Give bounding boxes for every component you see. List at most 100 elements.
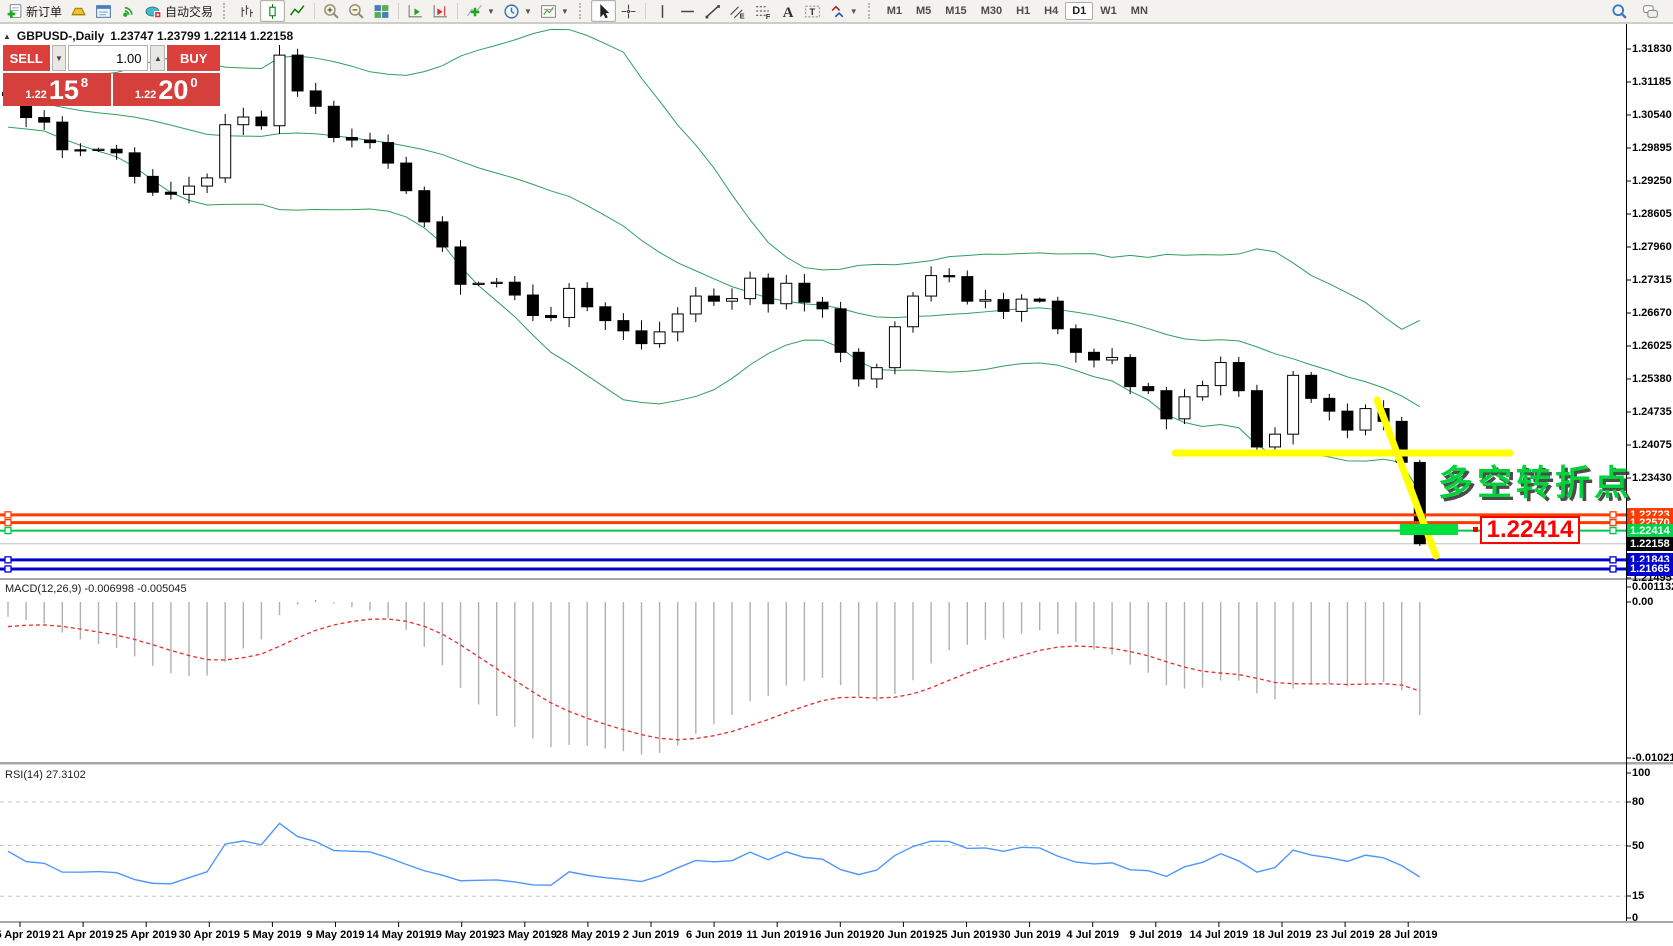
price-axis-label: 1.31830 — [1632, 43, 1672, 55]
hline-icon — [679, 3, 696, 20]
dropdown-caret-icon[interactable]: ▼ — [487, 6, 495, 16]
price-axis-label: 1.26025 — [1632, 340, 1672, 352]
date-axis-label: 16 Jun 2019 — [809, 929, 872, 941]
volume-decrease-button[interactable]: ▼ — [51, 45, 67, 71]
date-axis-label: 18 Jul 2019 — [1252, 929, 1312, 941]
price-axis-label: 1.28605 — [1632, 208, 1672, 220]
price-tag: 1.22158 — [1627, 537, 1673, 551]
cursor-button[interactable] — [590, 0, 616, 22]
buy-price-point: 0 — [190, 75, 198, 90]
vline-icon — [654, 3, 671, 20]
bar-chart-button[interactable] — [235, 0, 260, 22]
search-icon — [1611, 3, 1628, 20]
arrows-icon — [829, 3, 846, 20]
price-axis-label: 1.24075 — [1632, 439, 1672, 451]
zoom-out-button[interactable] — [344, 0, 369, 22]
vertical-line-button[interactable] — [650, 0, 675, 22]
price-axis-label: 1.25380 — [1632, 373, 1672, 385]
sell-price-pips: 15 — [48, 75, 79, 105]
crosshair-button[interactable] — [616, 0, 641, 22]
volume-increase-button[interactable]: ▲ — [150, 45, 166, 71]
timeframe-h1-button[interactable]: H1 — [1016, 5, 1031, 17]
collapse-panel-arrow-icon[interactable]: ▲ — [3, 31, 11, 41]
autotrading-icon — [145, 3, 162, 20]
signal-icon — [120, 3, 137, 20]
zoom-in-icon — [323, 3, 340, 20]
rsi-indicator-label: RSI(14) 27.3102 — [5, 769, 86, 781]
market-watch-button[interactable] — [91, 0, 116, 22]
svg-text:T: T — [809, 7, 815, 18]
price-axis-label: 1.29895 — [1632, 142, 1672, 154]
date-axis-label: 20 Jun 2019 — [872, 929, 935, 941]
price-axis-label: 1.27960 — [1632, 241, 1672, 253]
date-axis-label: 6 Jun 2019 — [685, 929, 743, 941]
caret-down-icon: ▼ — [55, 53, 63, 63]
signals-button[interactable] — [116, 0, 141, 22]
line-chart-button[interactable] — [285, 0, 310, 22]
date-axis-label: 28 Jul 2019 — [1378, 929, 1438, 941]
right-group — [1607, 0, 1671, 22]
volume-input[interactable] — [68, 45, 149, 71]
grip — [867, 3, 876, 19]
new-order-button[interactable]: 新订单 — [2, 0, 66, 22]
price-axis-label: 1.31185 — [1632, 76, 1672, 88]
periods-button[interactable]: ▼ — [499, 0, 536, 22]
sell-button[interactable]: SELL — [3, 45, 50, 71]
trendline-button[interactable] — [700, 0, 725, 22]
date-axis-label: 11 Jun 2019 — [746, 929, 809, 941]
chat-icon — [1642, 3, 1659, 20]
tile-windows-button[interactable] — [369, 0, 394, 22]
timeframe-mn-button[interactable]: MN — [1130, 5, 1148, 17]
arrows-button[interactable]: ▼ — [825, 0, 862, 22]
bar-chart-icon — [239, 3, 256, 20]
timeframe-h4-button[interactable]: H4 — [1044, 5, 1059, 17]
clock-icon — [503, 3, 520, 20]
auto-scroll-button[interactable] — [403, 0, 428, 22]
date-axis-label: 28 May 2019 — [555, 929, 620, 941]
buy-button[interactable]: BUY — [167, 45, 221, 71]
timeframe-w1-button[interactable]: W1 — [1100, 5, 1117, 17]
dropdown-caret-icon[interactable]: ▼ — [523, 6, 532, 16]
templates-button[interactable]: ▼ — [536, 0, 573, 22]
auto-scroll-icon — [407, 3, 424, 20]
date-axis-label: 19 May 2019 — [429, 929, 494, 941]
timeframe-m1-button[interactable]: M1 — [886, 5, 902, 17]
macd-indicator-label: MACD(12,26,9) -0.006998 -0.005045 — [5, 583, 187, 595]
price-callout-label[interactable]: 1.22414 — [1480, 516, 1580, 544]
buy-price-button[interactable]: 1.22 20 0 — [112, 73, 220, 106]
crosshair-icon — [620, 3, 637, 20]
candlestick-button[interactable] — [260, 0, 286, 22]
depth-of-market-button[interactable] — [66, 0, 91, 22]
tile-windows-icon — [373, 3, 390, 20]
sell-price-button[interactable]: 1.22 15 8 — [3, 73, 111, 106]
autotrading-button[interactable]: 自动交易 — [141, 0, 217, 22]
candlestick-icon — [264, 3, 281, 20]
dropdown-caret-icon[interactable]: ▼ — [560, 6, 569, 16]
zoom-in-button[interactable] — [319, 0, 344, 22]
search-button[interactable] — [1607, 0, 1632, 22]
new-order-button-label: 新订单 — [26, 4, 63, 19]
toolbar: 新订单 自动交易 ▼ ▼ ▼ E F A T ▼ M1 M5 M15 M30 H1 H4 D1 W1 MN — [0, 0, 1673, 23]
dropdown-caret-icon[interactable]: ▼ — [849, 6, 858, 16]
rsi-axis-label: 15 — [1632, 890, 1645, 902]
timeframe-m30-button[interactable]: M30 — [980, 5, 1003, 17]
timeframe-m15-button[interactable]: M15 — [945, 5, 967, 17]
macd-axis-label: 0.00 — [1632, 596, 1654, 608]
horizontal-line-button[interactable] — [675, 0, 700, 22]
channel-button[interactable]: E — [725, 0, 750, 22]
timeframe-d1-button[interactable]: D1 — [1065, 2, 1094, 20]
chat-button[interactable] — [1638, 0, 1663, 22]
rsi-axis-label: 80 — [1632, 796, 1645, 808]
label-button[interactable]: T — [800, 0, 825, 22]
chart-shift-button[interactable] — [428, 0, 453, 22]
zoom-out-icon — [348, 3, 365, 20]
turning-point-annotation[interactable]: 多空转折点 — [1438, 464, 1634, 503]
text-button[interactable]: A — [775, 0, 800, 22]
indicators-button[interactable]: ▼ — [462, 0, 499, 22]
fibonacci-button[interactable]: F — [750, 0, 775, 22]
rsi-axis-label: 100 — [1632, 767, 1651, 779]
price-axis-label: 1.27315 — [1632, 274, 1672, 286]
trendline-icon — [704, 3, 721, 20]
timeframe-m5-button[interactable]: M5 — [916, 5, 932, 17]
